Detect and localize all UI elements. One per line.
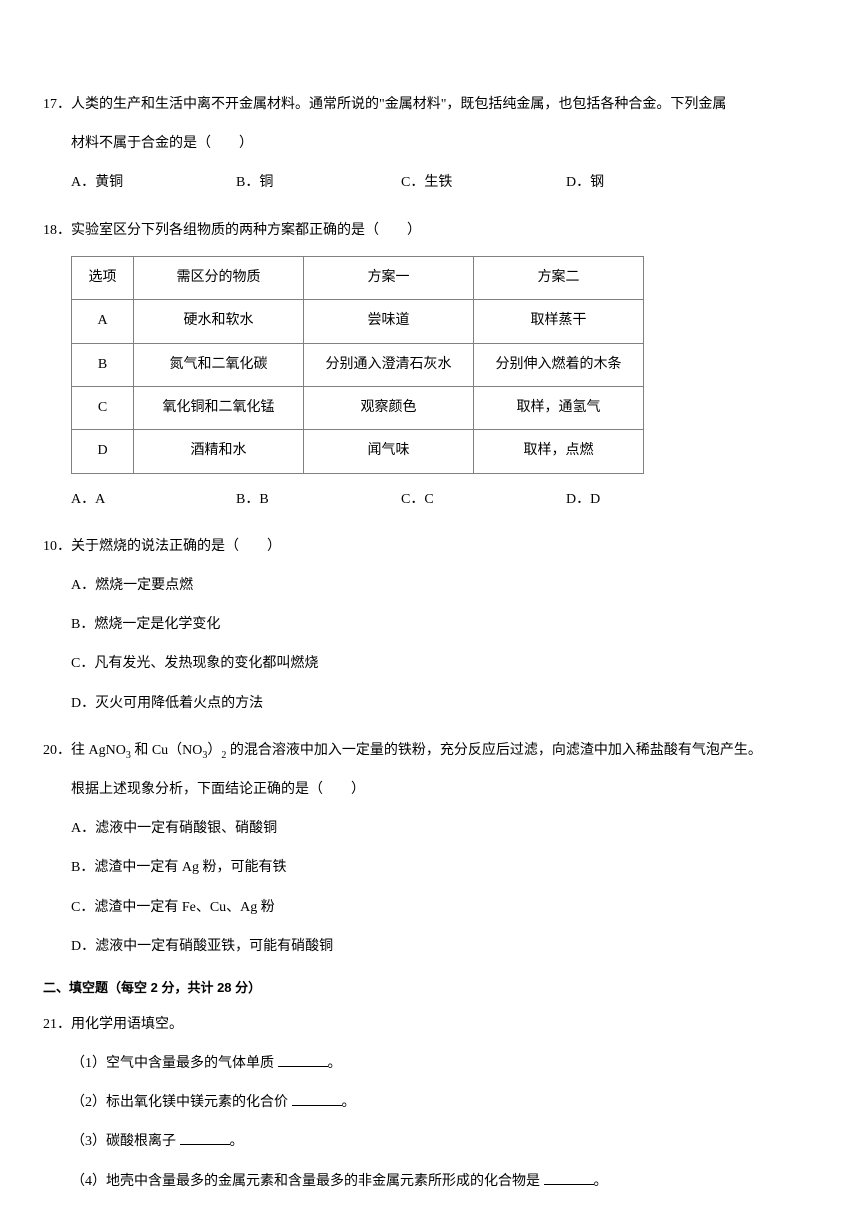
q17-line1: 17．人类的生产和生活中离不开金属材料。通常所说的"金属材料"，既包括纯金属，也… <box>43 85 817 124</box>
q17-line2: 材料不属于合金的是（ ） <box>43 124 817 163</box>
cell: 观察颜色 <box>304 386 474 429</box>
blank-field[interactable] <box>544 1171 594 1185</box>
q20-t3: 的混合溶液中加入一定量的铁粉，充分反应后过滤，向滤渣中加入稀盐酸有气泡产生。 <box>226 743 762 758</box>
q18-choice-c: C．C <box>401 480 566 519</box>
q10-choice-b: B．燃烧一定是化学变化 <box>43 605 817 644</box>
table-row: D 酒精和水 闻气味 取样，点燃 <box>72 430 644 473</box>
cell: 硬水和软水 <box>134 300 304 343</box>
th-substance: 需区分的物质 <box>134 256 304 299</box>
table-row: A 硬水和软水 尝味道 取样蒸干 <box>72 300 644 343</box>
q17-text1: 人类的生产和生活中离不开金属材料。通常所说的"金属材料"，既包括纯金属，也包括各… <box>71 97 726 112</box>
cell: B <box>72 343 134 386</box>
q18-choice-d: D．D <box>566 480 731 519</box>
q18-choices: A．A B．B C．C D．D <box>43 480 817 519</box>
q10-choice-d: D．灭火可用降低着火点的方法 <box>43 684 817 723</box>
q10-text: 10．关于燃烧的说法正确的是（ ） <box>43 527 817 566</box>
table-header-row: 选项 需区分的物质 方案一 方案二 <box>72 256 644 299</box>
blank-field[interactable] <box>278 1053 328 1067</box>
cell: 分别伸入燃着的木条 <box>474 343 644 386</box>
q17-num: 17． <box>43 97 71 112</box>
q18-choice-a: A．A <box>71 480 236 519</box>
q17-choice-a: A．黄铜 <box>71 163 236 202</box>
q20-choice-a: A．滤液中一定有硝酸银、硝酸铜 <box>43 809 817 848</box>
q17-choice-c: C．生铁 <box>401 163 566 202</box>
q21-sub2: （2）标出氧化镁中镁元素的化合价 。 <box>43 1083 817 1122</box>
q18-stem: 实验室区分下列各组物质的两种方案都正确的是（ ） <box>71 223 421 238</box>
question-17: 17．人类的生产和生活中离不开金属材料。通常所说的"金属材料"，既包括纯金属，也… <box>43 85 817 203</box>
q21-s1-end: 。 <box>328 1056 342 1071</box>
q21-stem: 用化学用语填空。 <box>71 1017 183 1032</box>
q18-choice-b: B．B <box>236 480 401 519</box>
table-row: B 氮气和二氧化碳 分别通入澄清石灰水 分别伸入燃着的木条 <box>72 343 644 386</box>
question-21: 21．用化学用语填空。 （1）空气中含量最多的气体单质 。 （2）标出氧化镁中镁… <box>43 1005 817 1201</box>
q21-s4-text: （4）地壳中含量最多的金属元素和含量最多的非金属元素所形成的化合物是 <box>71 1174 544 1189</box>
th-plan1: 方案一 <box>304 256 474 299</box>
cell: 闻气味 <box>304 430 474 473</box>
blank-field[interactable] <box>180 1131 230 1145</box>
q20-line1: 20．往 AgNO3 和 Cu（NO3）2 的混合溶液中加入一定量的铁粉，充分反… <box>43 731 817 770</box>
q21-sub4: （4）地壳中含量最多的金属元素和含量最多的非金属元素所形成的化合物是 。 <box>43 1162 817 1201</box>
q17-choice-b: B．铜 <box>236 163 401 202</box>
cell: 分别通入澄清石灰水 <box>304 343 474 386</box>
q10-choice-c: C．凡有发光、发热现象的变化都叫燃烧 <box>43 644 817 683</box>
q17-choices: A．黄铜 B．铜 C．生铁 D．钢 <box>43 163 817 202</box>
q20-t2: 和 Cu（NO <box>131 743 203 758</box>
cell: C <box>72 386 134 429</box>
q10-choice-a: A．燃烧一定要点燃 <box>43 566 817 605</box>
cell: 氧化铜和二氧化锰 <box>134 386 304 429</box>
q18-num: 18． <box>43 223 71 238</box>
q18-text: 18．实验室区分下列各组物质的两种方案都正确的是（ ） <box>43 211 817 250</box>
cell: D <box>72 430 134 473</box>
cell: 取样，通氢气 <box>474 386 644 429</box>
th-plan2: 方案二 <box>474 256 644 299</box>
q21-s2-text: （2）标出氧化镁中镁元素的化合价 <box>71 1095 292 1110</box>
cell: 取样，点燃 <box>474 430 644 473</box>
q20-choice-d: D．滤液中一定有硝酸亚铁，可能有硝酸铜 <box>43 927 817 966</box>
q21-s2-end: 。 <box>342 1095 356 1110</box>
q10-stem: 关于燃烧的说法正确的是（ ） <box>71 539 281 554</box>
q20-t2b: ） <box>207 743 221 758</box>
cell: 取样蒸干 <box>474 300 644 343</box>
q21-sub3: （3）碳酸根离子 。 <box>43 1122 817 1161</box>
q20-t1: 往 AgNO <box>71 743 126 758</box>
q20-num: 20． <box>43 743 71 758</box>
question-18: 18．实验室区分下列各组物质的两种方案都正确的是（ ） 选项 需区分的物质 方案… <box>43 211 817 519</box>
q17-choice-d: D．钢 <box>566 163 731 202</box>
blank-field[interactable] <box>292 1092 342 1106</box>
q20-choice-c: C．滤渣中一定有 Fe、Cu、Ag 粉 <box>43 888 817 927</box>
q21-sub1: （1）空气中含量最多的气体单质 。 <box>43 1044 817 1083</box>
q21-s4-end: 。 <box>594 1174 608 1189</box>
q21-s1-text: （1）空气中含量最多的气体单质 <box>71 1056 278 1071</box>
q21-s3-end: 。 <box>230 1134 244 1149</box>
q20-choice-b: B．滤渣中一定有 Ag 粉，可能有铁 <box>43 848 817 887</box>
q21-text: 21．用化学用语填空。 <box>43 1005 817 1044</box>
cell: 尝味道 <box>304 300 474 343</box>
cell: 酒精和水 <box>134 430 304 473</box>
table-row: C 氧化铜和二氧化锰 观察颜色 取样，通氢气 <box>72 386 644 429</box>
q20-line2: 根据上述现象分析，下面结论正确的是（ ） <box>43 770 817 809</box>
th-option: 选项 <box>72 256 134 299</box>
cell: 氮气和二氧化碳 <box>134 343 304 386</box>
question-20: 20．往 AgNO3 和 Cu（NO3）2 的混合溶液中加入一定量的铁粉，充分反… <box>43 731 817 966</box>
question-10: 10．关于燃烧的说法正确的是（ ） A．燃烧一定要点燃 B．燃烧一定是化学变化 … <box>43 527 817 723</box>
section-2-header: 二、填空题（每空 2 分，共计 28 分） <box>43 978 817 999</box>
q18-table: 选项 需区分的物质 方案一 方案二 A 硬水和软水 尝味道 取样蒸干 B 氮气和… <box>71 256 644 474</box>
q21-num: 21． <box>43 1017 71 1032</box>
cell: A <box>72 300 134 343</box>
q10-num: 10． <box>43 539 71 554</box>
q21-s3-text: （3）碳酸根离子 <box>71 1134 180 1149</box>
